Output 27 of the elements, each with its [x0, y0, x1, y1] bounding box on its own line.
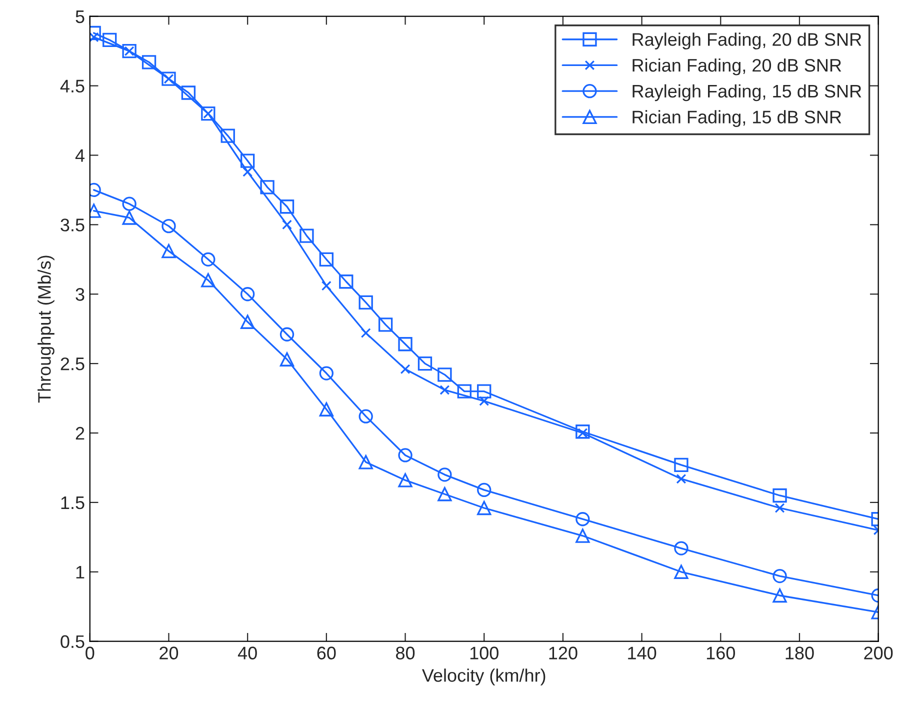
y-tick-label: 5	[76, 10, 84, 24]
legend-label: Rician Fading, 20 dB SNR	[632, 58, 842, 76]
x-tick-label: 80	[396, 646, 415, 660]
y-tick-label: 4	[75, 149, 85, 162]
x-tick-label: 100	[470, 646, 498, 660]
x-tick-label: 160	[706, 646, 735, 660]
y-tick-label: 3.5	[60, 218, 84, 232]
y-tick-label: 1.5	[61, 496, 84, 510]
x-tick-label: 0	[86, 646, 94, 660]
x-tick-label: 140	[628, 646, 656, 660]
y-tick-label: 1	[76, 566, 84, 578]
y-tick-label: 4.5	[60, 80, 84, 93]
y-tick-label: 2.5	[60, 357, 84, 370]
x-tick-label: 60	[317, 646, 336, 660]
x-tick-label: 40	[238, 646, 257, 660]
legend-label: Rician Fading, 15 dB SNR	[632, 110, 842, 128]
x-axis-title: Velocity (km/hr)	[422, 668, 546, 686]
y-tick-label: 3	[76, 288, 84, 301]
y-tick-label: 2	[76, 426, 84, 440]
legend-label: Rayleigh Fading, 20 dB SNR	[632, 32, 862, 50]
legend-label: Rayleigh Fading, 15 dB SNR	[632, 84, 862, 102]
x-tick-label: 200	[864, 646, 893, 660]
y-axis-title: Throughput (Mb/s)	[38, 256, 54, 403]
x-tick-label: 120	[549, 646, 578, 660]
y-tick-label: 0.5	[60, 635, 84, 648]
x-tick-label: 180	[786, 646, 814, 660]
x-tick-label: 20	[160, 646, 178, 660]
